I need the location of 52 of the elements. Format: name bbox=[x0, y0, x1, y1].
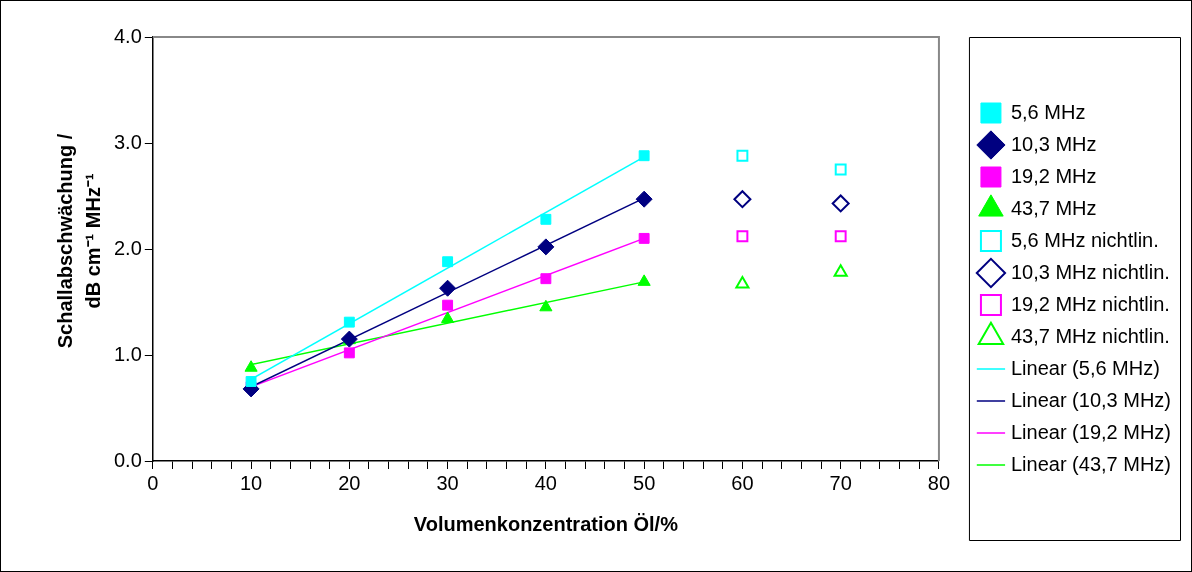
x-tick-label: 10 bbox=[239, 471, 263, 494]
y-tick-label: 1.0 bbox=[113, 342, 142, 365]
x-axis-title: Volumenkonzentration Öl/% bbox=[413, 512, 679, 535]
point bbox=[343, 316, 355, 328]
x-tick-label: 50 bbox=[633, 471, 656, 494]
point bbox=[834, 230, 847, 243]
point bbox=[244, 360, 258, 372]
point bbox=[635, 190, 653, 208]
point bbox=[540, 273, 552, 285]
point bbox=[834, 163, 847, 176]
point bbox=[441, 311, 455, 323]
point bbox=[736, 149, 749, 162]
y-tick-label: 4.0 bbox=[113, 24, 142, 47]
point bbox=[442, 299, 454, 311]
legend-label: Linear (5,6 MHz) bbox=[1010, 356, 1160, 379]
y-tick-label: 0.0 bbox=[113, 448, 142, 471]
x-tick-label: 80 bbox=[927, 471, 951, 494]
point bbox=[638, 232, 650, 244]
legend-label: 5,6 MHz nichtlin. bbox=[1010, 228, 1159, 251]
point bbox=[831, 194, 850, 213]
x-tick-label: 20 bbox=[338, 471, 361, 494]
legend-label: 19,2 MHz nichtlin. bbox=[1010, 292, 1170, 315]
legend-label: Linear (43,7 MHz) bbox=[1010, 452, 1171, 475]
x-tick-label: 70 bbox=[829, 471, 852, 494]
point bbox=[833, 264, 848, 277]
point bbox=[442, 256, 454, 268]
point bbox=[733, 190, 752, 209]
point bbox=[343, 347, 355, 359]
point bbox=[540, 213, 552, 225]
point bbox=[735, 275, 750, 289]
point bbox=[245, 376, 257, 387]
point bbox=[537, 238, 555, 256]
x-tick-label: 0 bbox=[147, 471, 159, 494]
legend-label: 5,6 MHz bbox=[1010, 100, 1086, 123]
legend-label: 43,7 MHz bbox=[1010, 196, 1097, 219]
y-axis-title: Schallabschwächung / dB cm⁻¹ MHz⁻¹ bbox=[53, 132, 105, 351]
y-tick-label: 2.0 bbox=[113, 236, 142, 259]
point bbox=[638, 150, 650, 162]
x-tick-label: 30 bbox=[436, 471, 459, 494]
x-tick-label: 40 bbox=[534, 471, 557, 494]
y-tick-label: 3.0 bbox=[113, 130, 142, 153]
point bbox=[539, 299, 553, 312]
x-tick-label: 60 bbox=[731, 471, 754, 494]
point bbox=[637, 274, 651, 286]
legend-label: 19,2 MHz bbox=[1010, 164, 1097, 187]
legend-label: 10,3 MHz bbox=[1010, 132, 1097, 155]
legend-label: 10,3 MHz nichtlin. bbox=[1010, 260, 1170, 283]
point bbox=[736, 230, 749, 243]
legend-label: Linear (10,3 MHz) bbox=[1010, 388, 1171, 411]
point bbox=[439, 279, 457, 297]
legend-label: Linear (19,2 MHz) bbox=[1010, 420, 1171, 443]
legend-label: 43,7 MHz nichtlin. bbox=[1010, 324, 1170, 347]
